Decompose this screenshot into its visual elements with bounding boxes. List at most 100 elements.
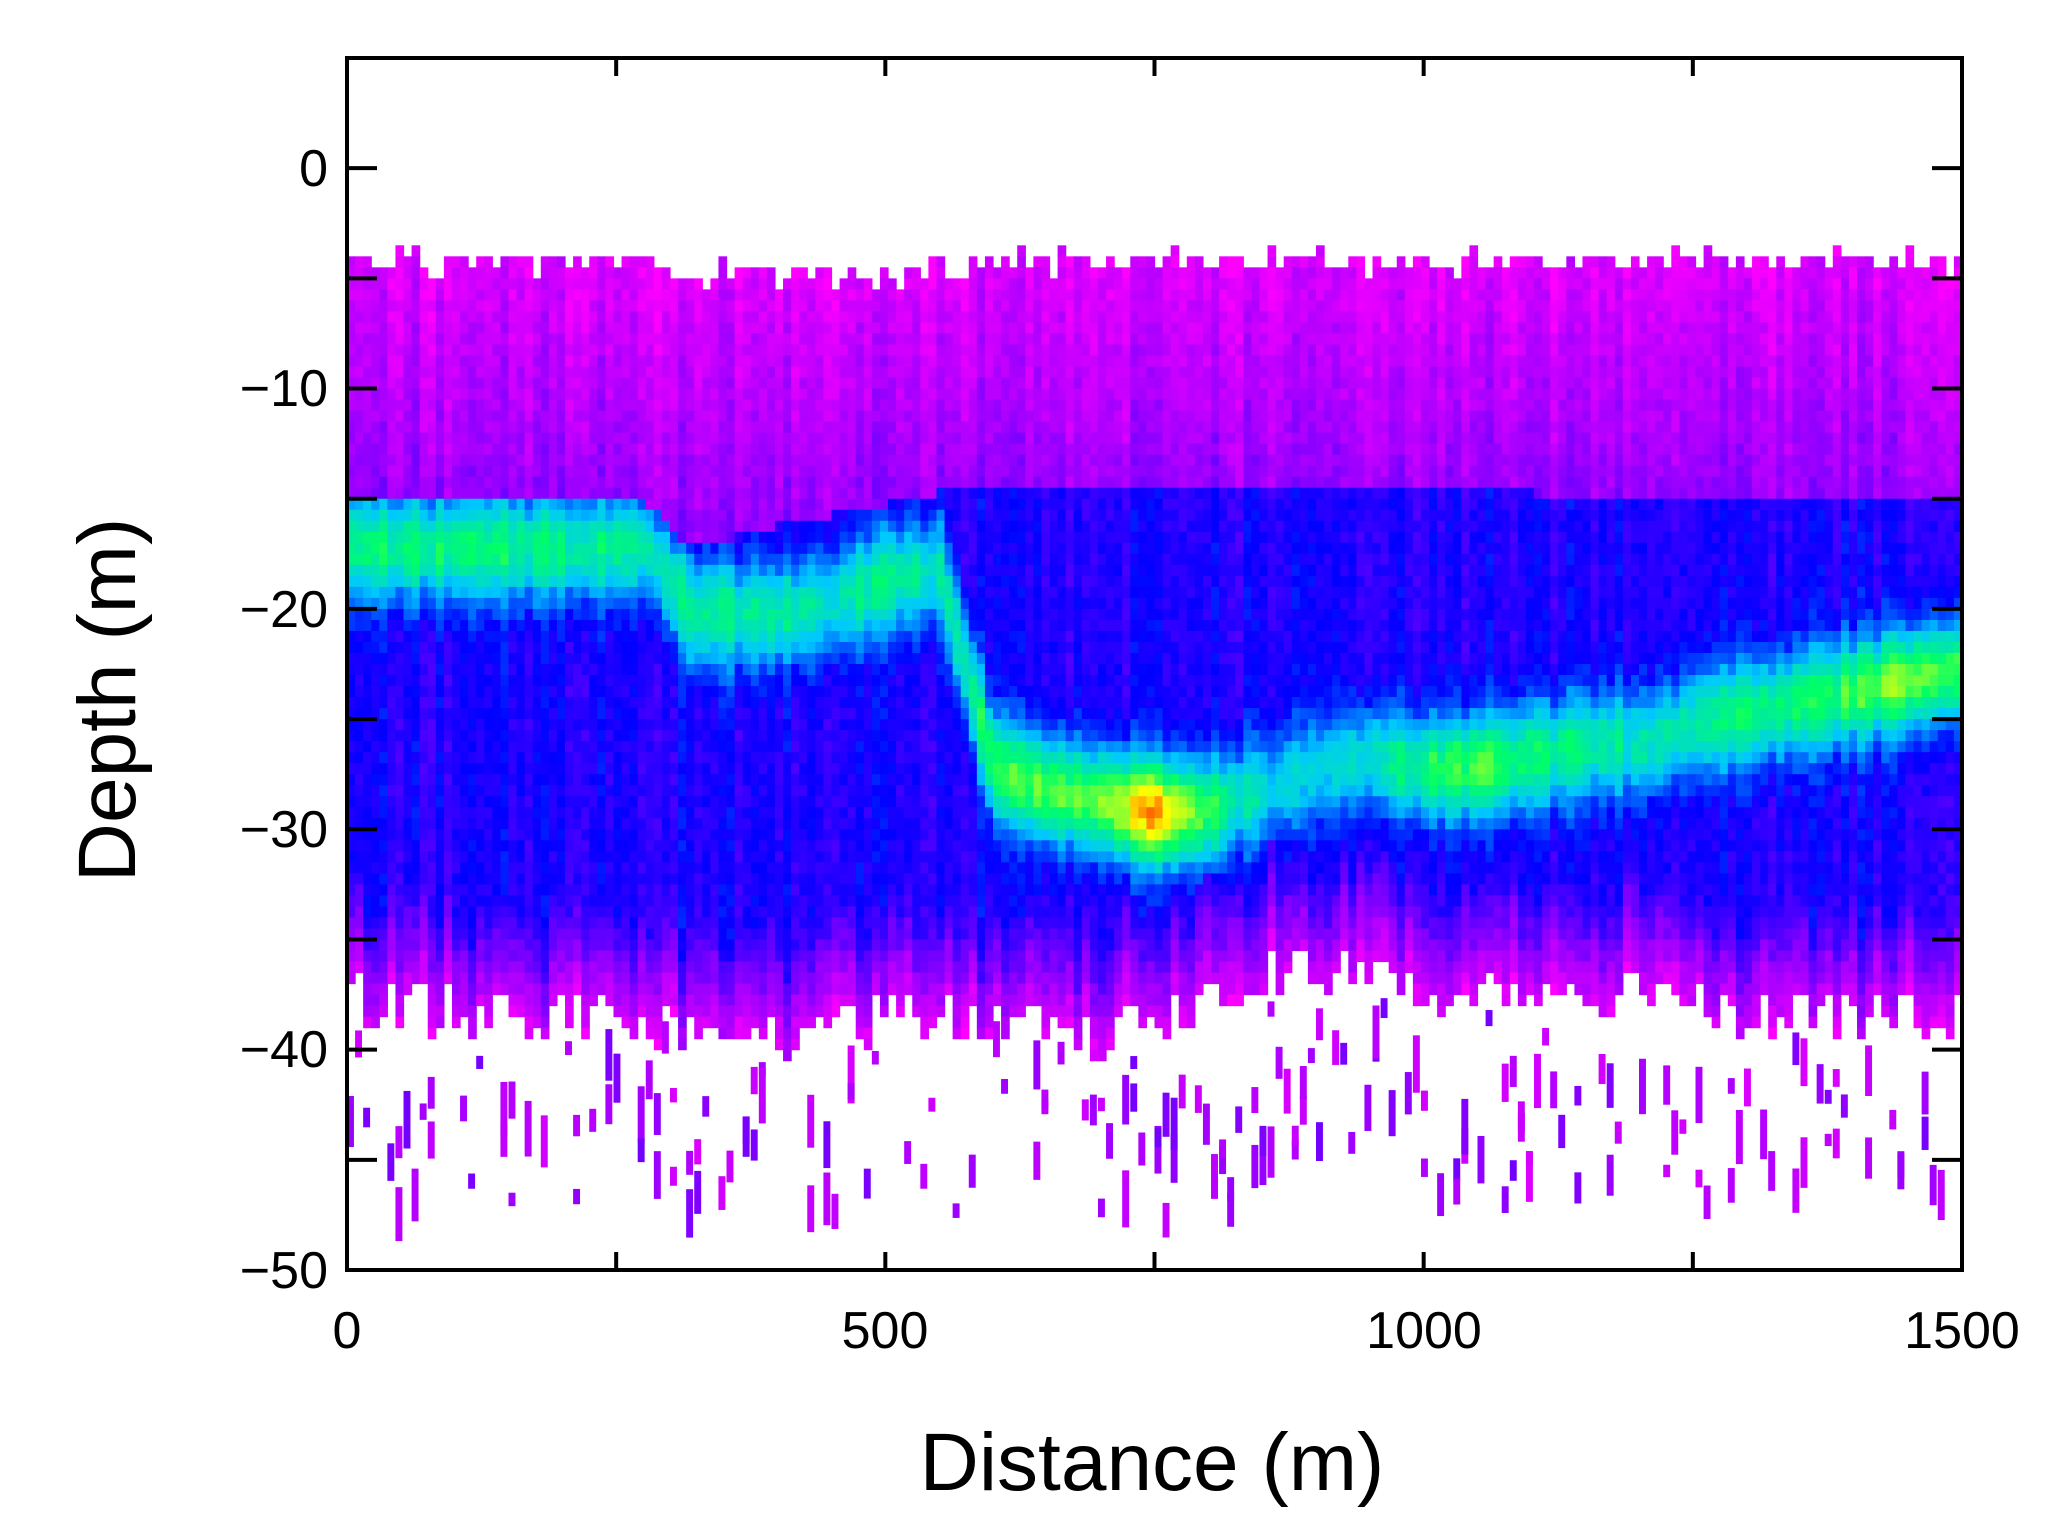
heatmap-cell bbox=[629, 895, 639, 907]
heatmap-cell bbox=[831, 410, 841, 423]
heatmap-cell bbox=[823, 730, 833, 742]
heatmap-cell bbox=[411, 498, 421, 511]
heatmap-cell bbox=[912, 586, 921, 599]
heatmap-cell bbox=[694, 476, 703, 489]
heatmap-cell bbox=[920, 641, 929, 654]
heatmap-cell bbox=[807, 763, 816, 775]
heatmap-cell bbox=[484, 873, 493, 885]
heatmap-cell bbox=[387, 928, 397, 941]
heatmap-cell bbox=[871, 399, 881, 412]
heatmap-cell bbox=[645, 807, 655, 819]
heatmap-cell bbox=[613, 597, 623, 610]
heatmap-cell bbox=[435, 487, 445, 500]
heatmap-cell bbox=[403, 752, 413, 764]
heatmap-cell bbox=[532, 807, 542, 819]
heatmap-cell bbox=[888, 322, 897, 335]
heatmap-cell bbox=[427, 796, 437, 808]
heatmap-cell bbox=[484, 950, 493, 963]
heatmap-cell bbox=[411, 553, 421, 566]
heatmap-cell bbox=[661, 763, 671, 775]
heatmap-cell bbox=[653, 531, 663, 544]
heatmap-cell bbox=[581, 443, 590, 456]
heatmap-cell bbox=[516, 597, 526, 610]
heatmap-cell bbox=[702, 752, 711, 764]
heatmap-cell bbox=[629, 641, 639, 654]
heatmap-cell bbox=[839, 597, 849, 610]
heatmap-cell bbox=[532, 1016, 542, 1029]
heatmap-cell bbox=[476, 619, 485, 632]
heatmap-cell bbox=[387, 774, 397, 786]
heatmap-cell bbox=[823, 818, 833, 830]
heatmap-cell bbox=[920, 983, 929, 996]
heatmap-cell bbox=[524, 1016, 534, 1029]
heatmap-cell bbox=[888, 476, 897, 489]
heatmap-cell bbox=[548, 708, 558, 720]
heatmap-cell bbox=[653, 719, 663, 731]
heatmap-cell bbox=[460, 851, 469, 863]
heatmap-cell bbox=[387, 575, 397, 588]
heatmap-cell bbox=[847, 300, 857, 313]
heatmap-cell bbox=[823, 476, 833, 489]
heatmap-cell bbox=[799, 906, 808, 919]
heatmap-cell bbox=[702, 730, 711, 742]
heatmap-cell bbox=[540, 465, 550, 478]
heatmap-cell bbox=[451, 586, 461, 599]
heatmap-cell bbox=[742, 884, 752, 896]
heatmap-cell bbox=[484, 730, 493, 742]
heatmap-cell bbox=[815, 917, 825, 930]
heatmap-cell bbox=[476, 818, 485, 830]
heatmap-cell bbox=[726, 983, 736, 996]
heatmap-cell bbox=[427, 421, 437, 434]
heatmap-cell bbox=[484, 487, 493, 500]
heatmap-cell bbox=[427, 939, 437, 952]
heatmap-cell bbox=[516, 686, 526, 698]
heatmap-cell bbox=[742, 278, 752, 290]
heatmap-cell bbox=[871, 961, 881, 974]
heatmap-cell bbox=[694, 686, 703, 698]
heatmap-cell bbox=[403, 796, 413, 808]
heatmap-cell bbox=[694, 1016, 703, 1029]
heatmap-cell bbox=[855, 763, 865, 775]
heatmap-cell bbox=[484, 862, 493, 874]
heatmap-cell bbox=[896, 752, 905, 764]
heatmap-cell bbox=[395, 697, 405, 709]
heatmap-cell bbox=[734, 597, 744, 610]
heatmap-cell bbox=[629, 476, 639, 489]
heatmap-cell bbox=[403, 763, 413, 775]
heatmap-cell bbox=[799, 983, 808, 996]
heatmap-cell bbox=[653, 961, 663, 974]
heatmap-cell bbox=[355, 421, 364, 434]
heatmap-cell bbox=[548, 873, 558, 885]
heatmap-cell bbox=[710, 741, 720, 753]
heatmap-cell bbox=[888, 652, 897, 665]
heatmap-cell bbox=[468, 311, 477, 324]
heatmap-cell bbox=[427, 465, 437, 478]
heatmap-cell bbox=[710, 664, 720, 676]
heatmap-cell bbox=[540, 785, 550, 797]
heatmap-cell bbox=[750, 818, 760, 830]
heatmap-cell bbox=[653, 906, 663, 919]
heatmap-cell bbox=[621, 553, 631, 566]
heatmap-cell bbox=[613, 322, 623, 335]
heatmap-cell bbox=[726, 553, 736, 566]
heatmap-cell bbox=[355, 597, 364, 610]
heatmap-cell bbox=[734, 498, 744, 511]
heatmap-cell bbox=[783, 421, 792, 434]
heatmap-cell bbox=[863, 421, 873, 434]
heatmap-cell bbox=[476, 884, 485, 896]
heatmap-cell bbox=[888, 597, 897, 610]
heatmap-cell bbox=[500, 498, 510, 511]
heatmap-cell bbox=[379, 586, 388, 599]
heatmap-cell bbox=[653, 686, 663, 698]
heatmap-cell bbox=[807, 818, 816, 830]
heatmap-cell bbox=[694, 498, 703, 511]
heatmap-cell bbox=[548, 487, 558, 500]
heatmap-cell bbox=[694, 961, 703, 974]
heatmap-cell bbox=[912, 652, 921, 665]
heatmap-cell bbox=[653, 333, 663, 346]
heatmap-cell bbox=[500, 267, 510, 279]
heatmap-cell bbox=[411, 818, 421, 830]
heatmap-cell bbox=[548, 465, 558, 478]
heatmap-cell bbox=[904, 597, 913, 610]
heatmap-cell bbox=[863, 1027, 873, 1040]
